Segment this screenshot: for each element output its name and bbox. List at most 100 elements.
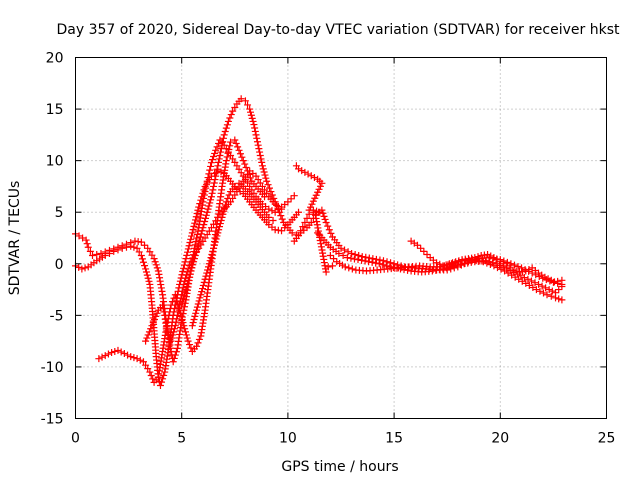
data-point [541, 273, 549, 281]
data-point-trail [210, 153, 218, 161]
data-point-trail [550, 278, 558, 286]
data-point-trail [544, 275, 552, 283]
data-point [375, 260, 383, 268]
data-point-trail [75, 263, 83, 271]
data-point-trail [191, 312, 199, 320]
data-point-trail [225, 146, 233, 154]
data-point-trail [204, 266, 212, 274]
data-point-trail [181, 325, 189, 333]
data-point-trail [278, 215, 286, 223]
data-point-trail [253, 138, 261, 146]
data-point-trail [188, 232, 196, 240]
data-point-trail [262, 174, 270, 182]
data-point-trail [198, 193, 206, 201]
data-point-trail [188, 264, 196, 272]
data-point-trail [245, 170, 253, 178]
data-point-trail [207, 196, 215, 204]
data-point-trail [141, 241, 149, 249]
data-point-trail [423, 251, 431, 259]
data-point-trail [173, 297, 181, 305]
data-point-trail [486, 260, 494, 268]
data-point [295, 165, 303, 173]
data-point [322, 219, 330, 227]
data-point-trail [180, 264, 188, 272]
data-point-trail [547, 292, 555, 300]
data-point [522, 267, 530, 275]
data-point-trail [319, 209, 327, 217]
data-point [343, 254, 351, 262]
data-point-trail [251, 124, 259, 132]
data-point-trail [210, 241, 218, 249]
data-point [182, 286, 190, 294]
data-point [318, 179, 326, 187]
data-point [558, 296, 566, 304]
data-point [197, 291, 205, 299]
data-point [163, 322, 171, 330]
data-point-trail [303, 214, 311, 222]
data-point-trail [191, 252, 199, 260]
data-point-trail [217, 148, 225, 156]
data-point [326, 252, 334, 260]
x-axis-label: GPS time / hours [281, 459, 398, 475]
data-point-trail [183, 251, 191, 259]
data-point-trail [117, 348, 125, 356]
data-point-trail [213, 143, 221, 151]
data-point [269, 216, 277, 224]
data-point [120, 350, 128, 358]
data-point-trail [173, 315, 181, 323]
data-point-trail [206, 257, 214, 265]
data-point [190, 255, 198, 263]
data-point [543, 291, 551, 299]
y-tick-label: 15 [46, 102, 64, 118]
data-point [207, 159, 215, 167]
data-point-trail [220, 207, 228, 215]
data-point [210, 244, 218, 252]
data-point [379, 257, 387, 265]
data-point [329, 262, 337, 270]
data-point-trail [105, 249, 113, 257]
data-point-trail [141, 262, 149, 270]
data-point-trail [170, 354, 178, 362]
data-point-trail [309, 197, 317, 205]
data-point [428, 267, 436, 275]
data-point [288, 229, 296, 237]
series-track-6 [188, 179, 277, 330]
data-point-trail [538, 282, 546, 290]
data-point-trail [185, 341, 193, 349]
data-point [182, 255, 190, 263]
data-point-trail [159, 375, 167, 383]
data-point [220, 131, 228, 139]
data-point-trail [221, 201, 229, 209]
data-point-trail [227, 111, 235, 119]
data-point [148, 322, 156, 330]
data-point [518, 264, 526, 272]
data-point-trail [190, 222, 198, 230]
data-point-trail [277, 212, 285, 220]
data-point-trail [216, 223, 224, 231]
data-point [150, 255, 158, 263]
data-point [195, 203, 203, 211]
data-point [180, 322, 188, 330]
data-point-trail [219, 138, 227, 146]
data-point-trail [165, 311, 173, 319]
data-point [222, 157, 230, 165]
data-point-trail [248, 114, 256, 122]
data-point-trail [268, 207, 276, 215]
data-point-trail [372, 255, 380, 263]
data-point [452, 258, 460, 266]
data-point-trail [170, 325, 178, 333]
data-point [267, 188, 275, 196]
data-point-trail [135, 248, 143, 256]
data-point-trail [156, 274, 164, 282]
data-point-trail [210, 179, 218, 187]
data-point [324, 263, 332, 271]
data-point [133, 355, 141, 363]
data-point-trail [259, 165, 267, 173]
data-point-trail [258, 158, 266, 166]
data-point-trail [172, 348, 180, 356]
data-point [218, 213, 226, 221]
data-point [214, 229, 222, 237]
data-point [137, 252, 145, 260]
data-point-trail [191, 219, 199, 227]
data-point [199, 224, 207, 232]
